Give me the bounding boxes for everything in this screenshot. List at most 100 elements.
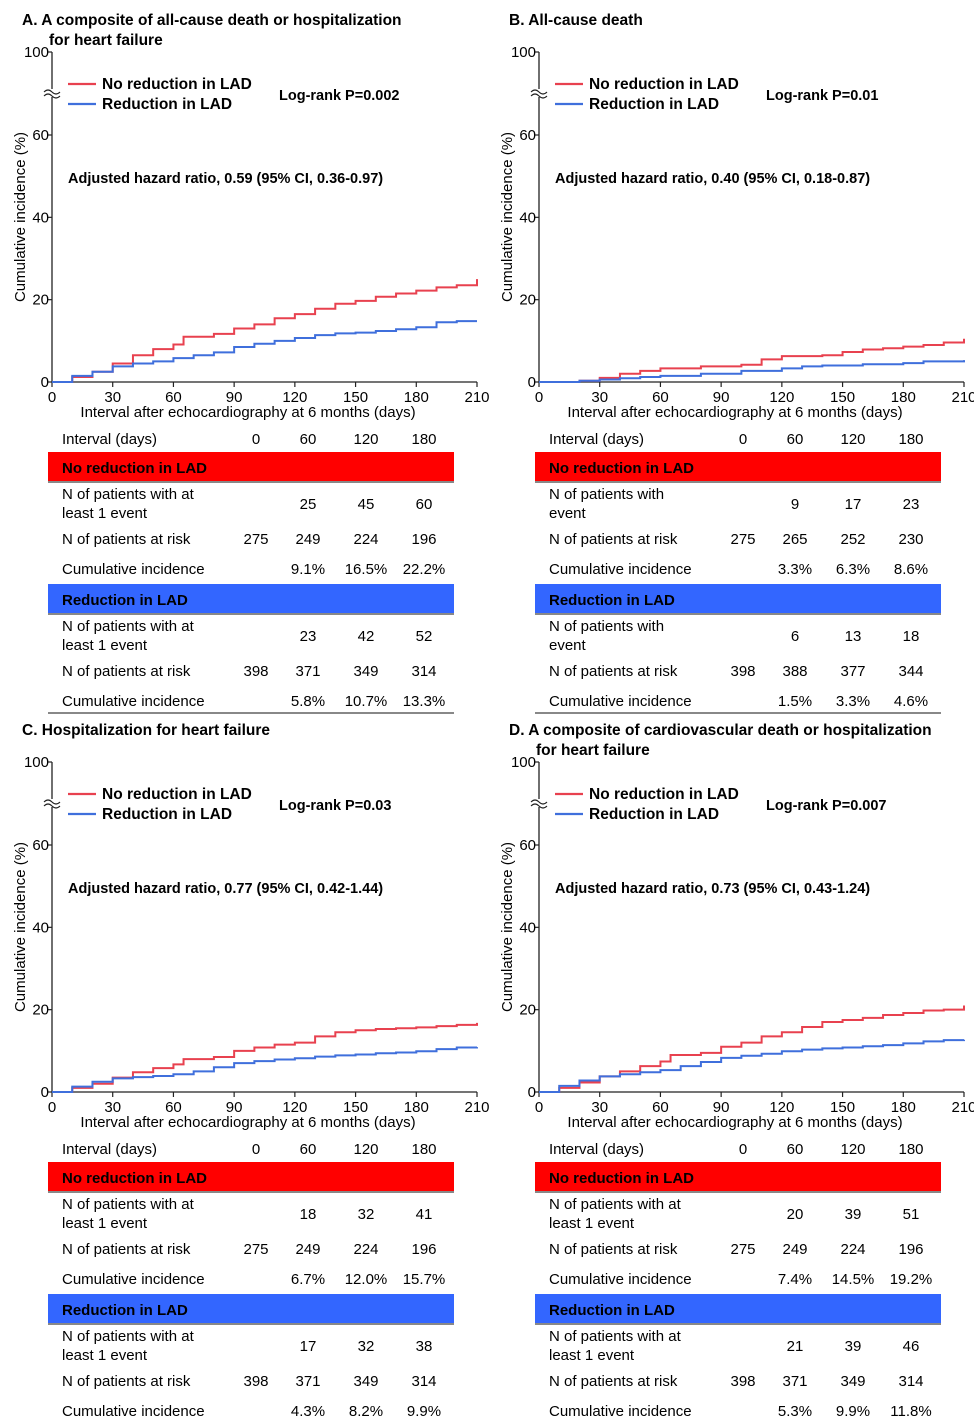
x-tick-label: 120 [282,1099,307,1116]
panel-title-line: B. All-cause death [509,12,643,29]
row-value: 275 [730,531,755,548]
row-value: 13.3% [403,693,446,710]
x-tick-label: 30 [104,1099,121,1116]
row-label: N of patients at risk [62,531,191,548]
y-tick-label: 20 [32,292,49,309]
row-value: 14.5% [832,1271,875,1288]
row-label-line: N of patients with [549,618,664,635]
row-value: 265 [782,531,807,548]
row-value: 13 [845,628,862,645]
row-value: 196 [411,531,436,548]
row-value: 377 [840,663,865,680]
y-tick-label: 100 [511,754,536,771]
axis-break-gap [533,799,545,807]
at-risk-table: Interval (days) 0 60 120 180 No reduction in … [48,1141,454,1420]
x-tick-label: 150 [830,1099,855,1116]
x-tick-label: 180 [404,1099,429,1116]
series-line-reduction [539,360,965,383]
row-value: 349 [840,1373,865,1390]
y-tick-label: 100 [511,44,536,61]
row-value: 21 [787,1338,804,1355]
row-value: 3.3% [836,693,870,710]
x-tick-label: 0 [535,1099,543,1116]
group-header-label: Reduction in LAD [549,1302,675,1319]
table-header-value: 0 [252,431,260,448]
y-tick-label: 60 [519,127,536,144]
y-tick-label: 0 [528,1084,536,1101]
panel-title-line: for heart failure [49,32,163,49]
row-value: 4.3% [291,1403,325,1420]
x-tick-label: 0 [48,389,56,406]
row-label-line: N of patients with [549,486,664,503]
row-value: 249 [295,1241,320,1258]
y-tick-label: 60 [519,837,536,854]
y-tick-label: 0 [41,1084,49,1101]
row-value: 8.6% [894,561,928,578]
row-label-line: least 1 event [62,505,148,522]
row-value: 6.3% [836,561,870,578]
row-label: N of patients at risk [549,1241,678,1258]
x-tick-label: 150 [343,389,368,406]
row-value: 10.7% [345,693,388,710]
legend-label: No reduction in LAD [102,76,252,93]
group-header-label: No reduction in LAD [62,1170,207,1187]
table-header-label: Interval (days) [62,1141,157,1158]
y-tick-label: 0 [528,374,536,391]
table-header-label: Interval (days) [62,431,157,448]
row-value: 52 [416,628,433,645]
hazard-ratio-annotation: Adjusted hazard ratio, 0.59 (95% CI, 0.3… [68,171,383,187]
x-tick-label: 90 [713,389,730,406]
series-line-no-reduction [52,1022,478,1093]
at-risk-table: Interval (days) 0 60 120 180 No reduction in … [535,431,941,714]
legend-label: No reduction in LAD [102,786,252,803]
table-header-value: 60 [300,1141,317,1158]
row-label: Cumulative incidence [549,1271,692,1288]
row-label: N of patients at risk [62,663,191,680]
x-tick-label: 180 [404,389,429,406]
row-value: 46 [903,1338,920,1355]
table-header-value: 0 [739,431,747,448]
x-tick-label: 120 [282,389,307,406]
row-value: 252 [840,531,865,548]
row-value: 230 [898,531,923,548]
table-header-value: 60 [300,431,317,448]
series-line-no-reduction [539,1005,965,1093]
row-label-line: N of patients with at [62,618,195,635]
row-label: Cumulative incidence [549,693,692,710]
x-tick-label: 210 [951,1099,974,1116]
row-value: 398 [243,1373,268,1390]
x-tick-label: 30 [591,389,608,406]
logrank-annotation: Log-rank P=0.007 [766,798,886,814]
logrank-annotation: Log-rank P=0.03 [279,798,391,814]
logrank-annotation: Log-rank P=0.002 [279,88,399,104]
row-value: 9.9% [836,1403,870,1420]
x-axis-label: Interval after echocardiography at 6 mon… [567,1114,902,1131]
row-label-line: least 1 event [549,1215,635,1232]
group-header-bar [48,1162,454,1191]
y-tick-label: 60 [32,127,49,144]
axis-break-mark [43,89,61,99]
row-value: 17 [845,496,862,513]
row-value: 15.7% [403,1271,446,1288]
row-label-line: least 1 event [549,1347,635,1364]
row-value: 60 [416,496,433,513]
row-label-line: event [549,505,587,522]
row-value: 39 [845,1338,862,1355]
group-header-bar [535,452,941,481]
group-header-label: Reduction in LAD [549,592,675,609]
panel-d: D. A composite of cardiovascular death o… [487,710,974,1420]
legend-label: Reduction in LAD [589,96,719,113]
row-label-line: N of patients with at [62,1196,195,1213]
row-value: 45 [358,496,375,513]
row-label-line: least 1 event [62,1347,148,1364]
y-axis-label: Cumulative incidence (%) [499,132,516,302]
row-label: N of patients at risk [549,531,678,548]
table-header-value: 180 [411,431,436,448]
row-value: 32 [358,1338,375,1355]
series-line-reduction [52,1046,478,1093]
row-value: 9.1% [291,561,325,578]
row-label-line: event [549,637,587,654]
row-label: N of patients at risk [549,663,678,680]
row-value: 25 [300,496,317,513]
